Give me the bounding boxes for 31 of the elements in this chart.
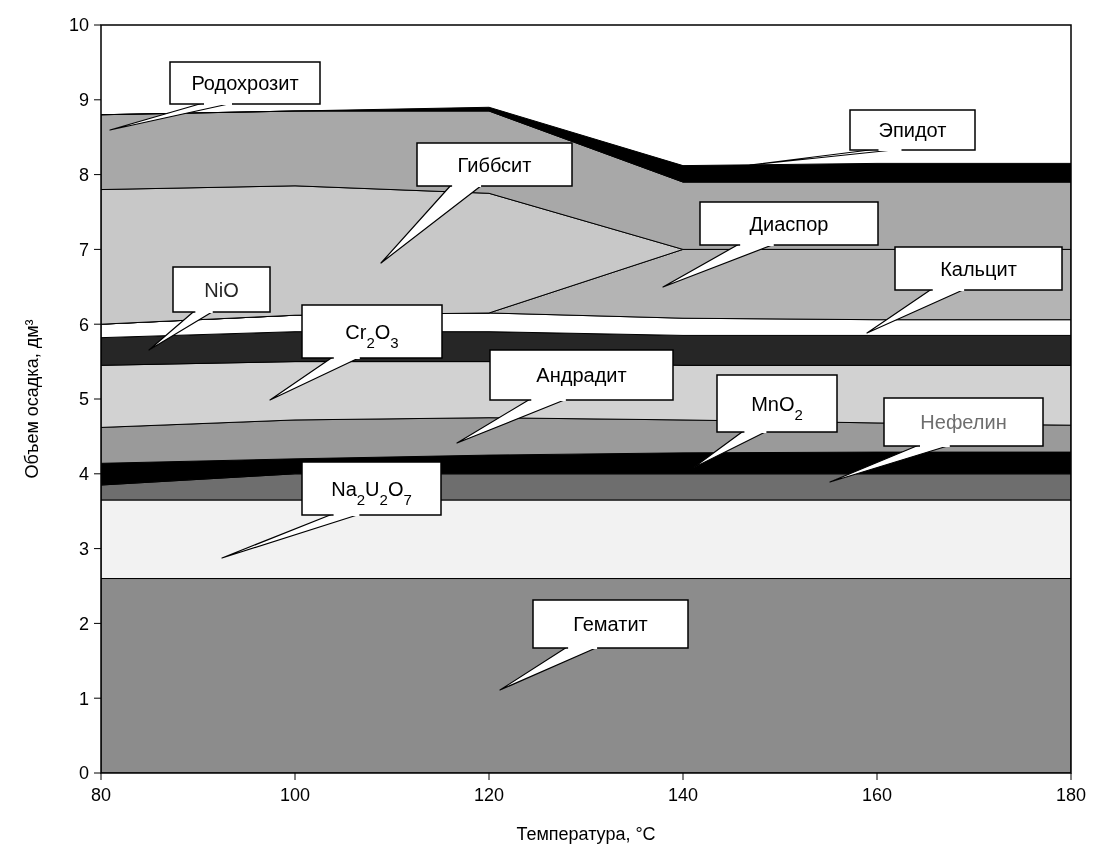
series-label: Андрадит [536, 364, 627, 386]
x-tick-label: 100 [279, 785, 311, 805]
text: Нефелин [920, 411, 1007, 433]
y-tick-label: 6 [78, 314, 89, 335]
series-label: MnO$_{2}$ [751, 392, 803, 422]
y-axis-title: Объем осадка, дм³ [22, 319, 42, 479]
y-tick-label: 8 [78, 164, 89, 185]
x-tick-label: 140 [667, 785, 699, 805]
y-tick-label: 0 [78, 763, 89, 784]
series-label: Диаспор [749, 212, 829, 235]
x-tick-label: 180 [1055, 785, 1087, 805]
y-tick-label: 7 [78, 239, 89, 260]
y-tick-label: 2 [78, 613, 89, 634]
text: Кальцит [940, 257, 1017, 280]
y-tick-label: 1 [78, 688, 89, 709]
series-label: Родохрозит [191, 72, 299, 94]
y-tick-label: 9 [78, 90, 89, 111]
x-tick-label: 120 [473, 785, 505, 805]
series-label: Эпидот [878, 119, 947, 141]
series-label: Гематит [573, 613, 648, 635]
y-tick-label: 4 [78, 464, 89, 485]
series-label: NiO [204, 278, 239, 301]
x-axis-title: Температура, °C [516, 824, 656, 844]
series-label: Cr$_{2}$O$_{3}$ [345, 320, 399, 350]
y-tick-label: 10 [68, 15, 89, 36]
x-tick-label: 80 [90, 785, 112, 805]
series-label: Na$_{2}$U$_{2}$O$_{7}$ [331, 477, 412, 507]
series-label: Гиббсит [457, 153, 532, 176]
x-tick-label: 160 [861, 785, 893, 805]
y-tick-label: 3 [78, 538, 89, 559]
y-tick-label: 5 [78, 389, 89, 410]
